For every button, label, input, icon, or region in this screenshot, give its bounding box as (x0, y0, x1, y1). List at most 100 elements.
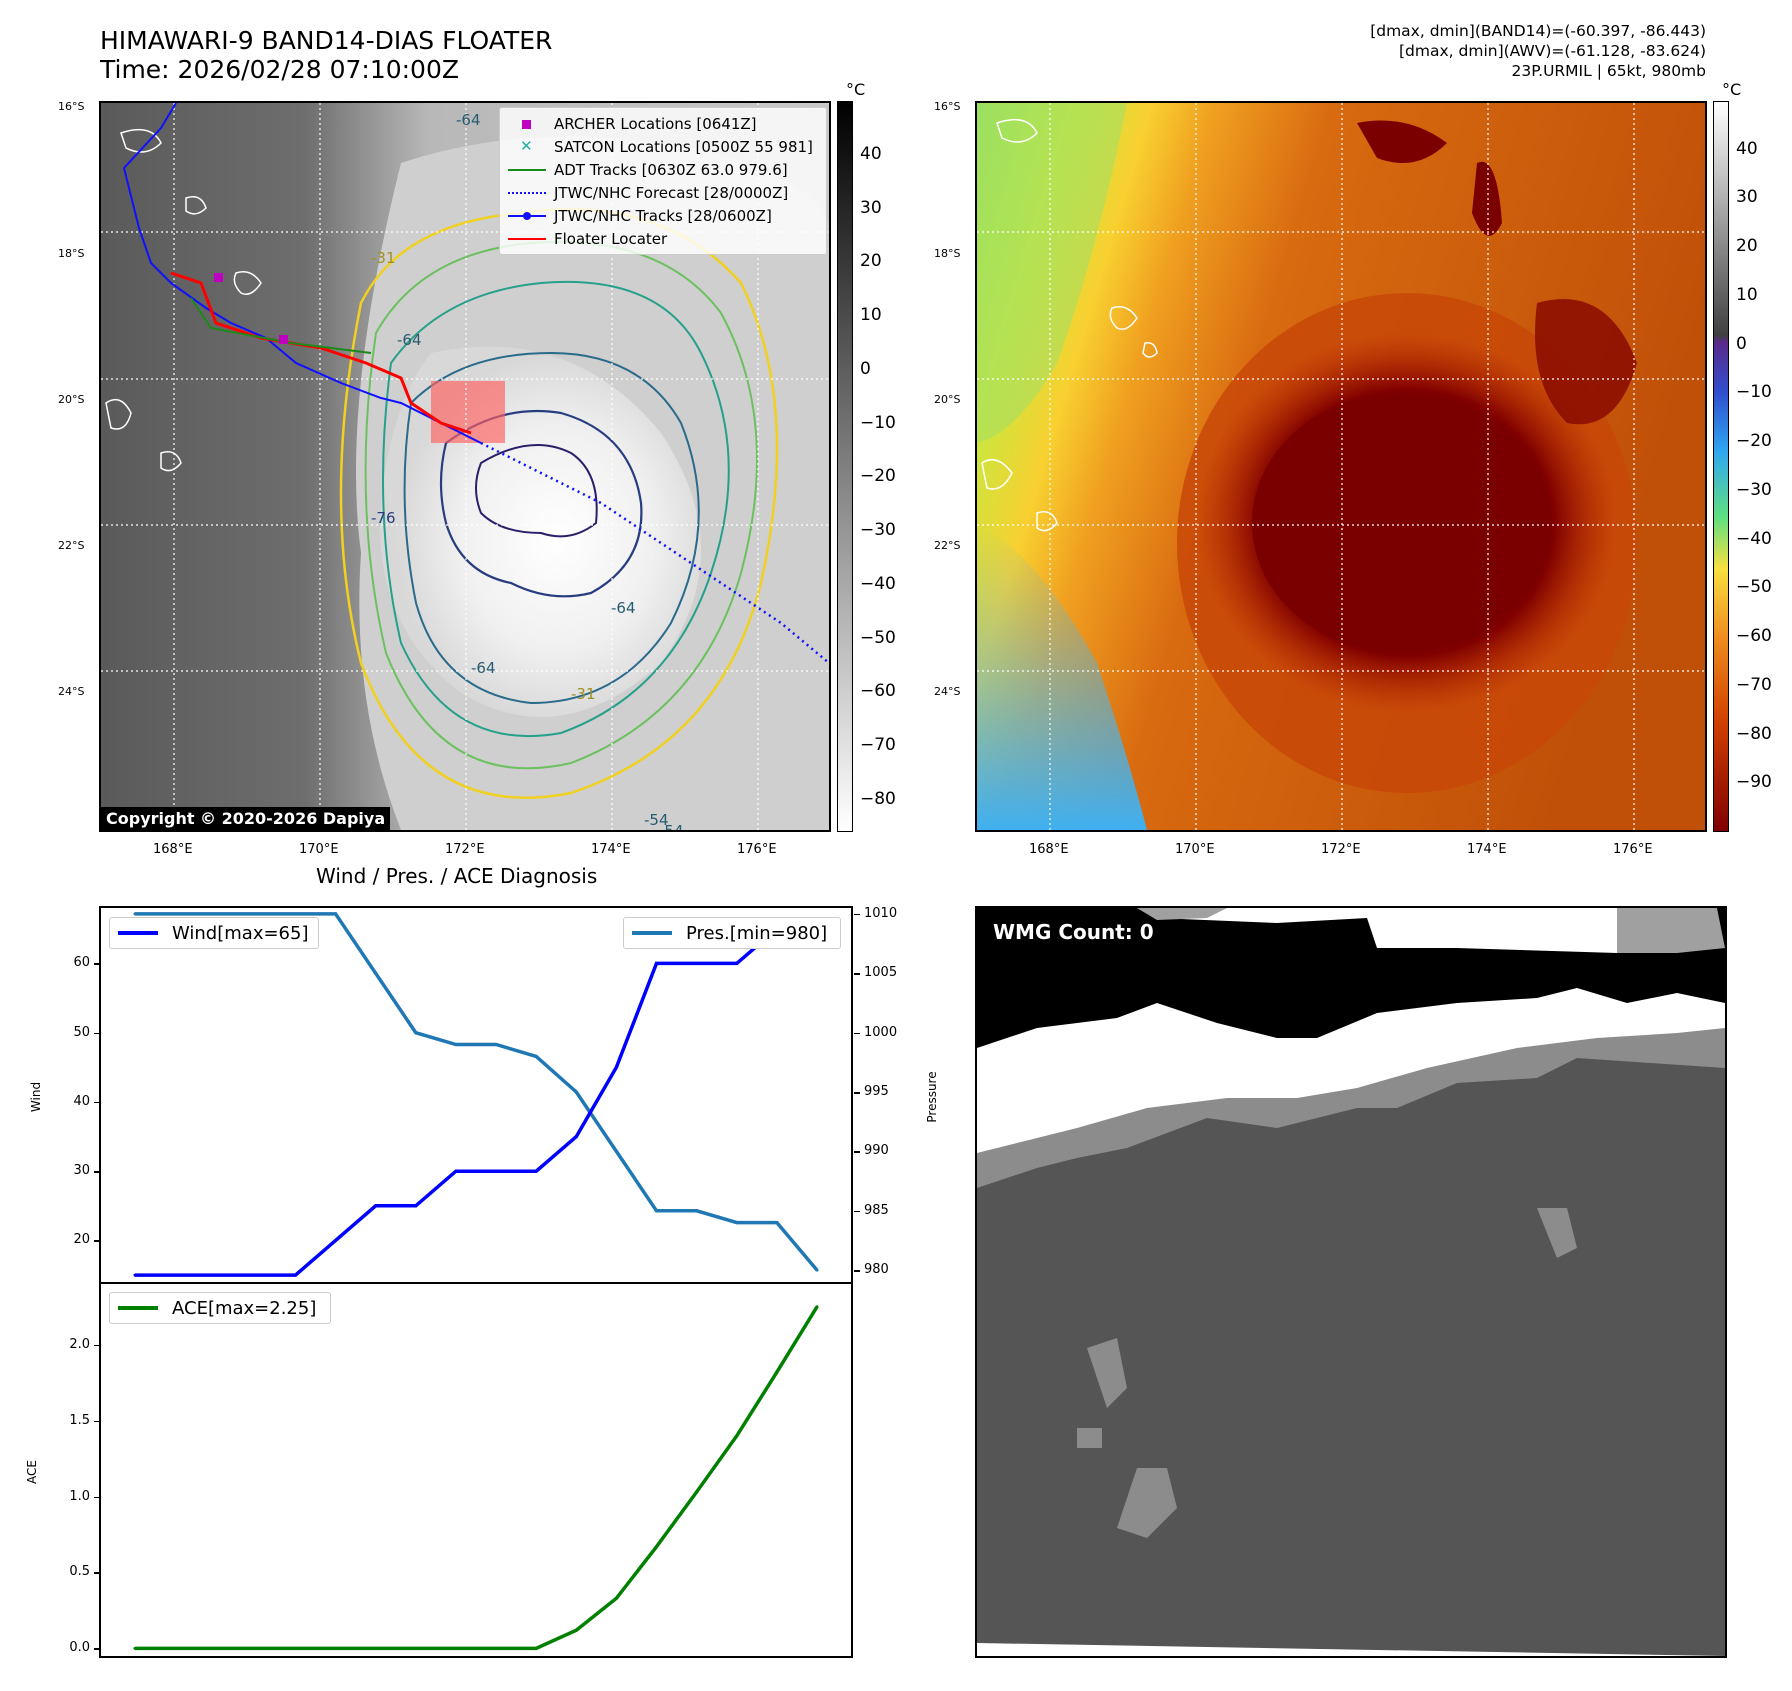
lon-tick: 172°E (445, 842, 485, 857)
legend-label: JTWC/NHC Tracks [28/0600Z] (554, 206, 772, 225)
contour-label: -64 (611, 599, 636, 617)
wind-legend-label: Wind[max=65] (172, 922, 309, 944)
wind-line-point (213, 1273, 217, 1277)
axis-tick: 2.0 (69, 1336, 90, 1352)
figure-title-line1: HIMAWARI-9 BAND14-DIAS FLOATER (100, 26, 553, 55)
pressure-legend: Pres.[min=980] (623, 917, 841, 949)
lat-tick: 18°S (934, 247, 961, 260)
pressure-line-point (253, 912, 257, 916)
jtwc-forecast (480, 441, 829, 664)
figure-title-line2: Time: 2026/02/28 07:10:00Z (100, 55, 459, 84)
colorbar-tick: −20 (1736, 431, 1772, 452)
axis-tick: 985 (864, 1202, 889, 1218)
enhanced-map-panel (975, 101, 1707, 832)
copyright-label: Copyright © 2020-2026 Dapiya (101, 807, 391, 830)
legend-entry-forecast: JTWC/NHC Forecast [28/0000Z] (508, 181, 818, 204)
line-dot-marker-icon (523, 211, 531, 220)
legend-entry-satcon: ✕ SATCON Locations [0500Z 55 981] (508, 135, 818, 158)
tick-mark (854, 1270, 860, 1272)
floater-track (170, 271, 472, 435)
ace-line-point (173, 1646, 177, 1650)
colorbar-tick: −70 (1736, 674, 1772, 695)
ace-line-point (494, 1646, 498, 1650)
axis-tick: 30 (73, 1163, 90, 1179)
ir-colorbar-unit: °C (846, 80, 866, 99)
wind-line-point (133, 1273, 137, 1277)
lon-tick: 176°E (737, 842, 777, 857)
colorbar-tick: 30 (860, 197, 882, 218)
ace-line-point (775, 1370, 779, 1374)
colorbar-tick: 40 (1736, 138, 1758, 159)
pressure-line-point (815, 1268, 819, 1272)
axis-tick: 995 (864, 1084, 889, 1100)
ace-line-point (614, 1596, 618, 1600)
pressure-line (135, 912, 819, 1272)
contour-label: -76 (371, 509, 396, 527)
pressure-line-point (414, 1031, 418, 1035)
pressure-line-point (374, 971, 378, 975)
tick-mark (94, 1240, 100, 1242)
contour-label: -31 (571, 685, 596, 703)
lat-tick: 20°S (58, 393, 85, 406)
legend-label: Floater Locater (554, 229, 668, 248)
ace-line-point (374, 1646, 378, 1650)
wind-line (135, 927, 817, 1277)
pressure-line-point (735, 1221, 739, 1225)
contour-label: -54 (659, 822, 684, 830)
colorbar-tick: −30 (860, 520, 896, 540)
contour-label: -64 (471, 659, 496, 677)
ace-line-point (574, 1628, 578, 1632)
axis-tick: 1005 (864, 965, 898, 981)
lat-tick: 16°S (58, 100, 85, 113)
colorbar-tick: −40 (1736, 528, 1772, 549)
tick-mark (94, 1420, 100, 1423)
floater-box (431, 381, 505, 443)
pressure-line-point (293, 912, 297, 916)
ace-legend: ACE[max=2.25] (109, 1292, 331, 1324)
square-marker-icon (522, 119, 531, 129)
pressure-line-point (454, 1043, 458, 1047)
pressure-line-point (173, 912, 177, 916)
contour-label: -64 (397, 331, 422, 349)
pressure-legend-label: Pres.[min=980] (686, 922, 828, 944)
wind-axis-label: Wind (29, 1081, 43, 1113)
line-marker-icon (508, 237, 546, 240)
axis-tick: 1010 (864, 905, 898, 921)
line-marker-icon (508, 168, 546, 171)
wind-pressure-plot (133, 912, 819, 1277)
wind-line-point (574, 1135, 578, 1139)
dotted-line-icon (508, 191, 546, 194)
wind-legend: Wind[max=65] (109, 917, 319, 949)
wind-line-icon (118, 931, 158, 935)
colorbar-tick: −30 (1736, 479, 1772, 500)
ir-colorbar (837, 101, 853, 832)
lon-tick: 174°E (1467, 842, 1507, 857)
lon-tick: 168°E (1029, 842, 1069, 857)
lat-tick: 18°S (58, 247, 85, 260)
pressure-line-point (614, 1149, 618, 1153)
colorbar-tick: −70 (860, 735, 896, 755)
pressure-line-point (133, 912, 137, 916)
axis-tick: 20 (73, 1232, 90, 1248)
axis-tick: 50 (73, 1024, 90, 1040)
ace-line-point (534, 1646, 538, 1650)
colorbar-tick: −60 (1736, 626, 1772, 647)
wind-line-point (293, 1273, 297, 1277)
pressure-line-point (494, 1043, 498, 1047)
adt-track (190, 297, 372, 354)
ace-line-point (695, 1490, 699, 1494)
wind-line-point (614, 1065, 618, 1069)
pressure-line-point (334, 912, 338, 916)
contour-label: -54 (644, 811, 669, 829)
axis-tick: 60 (73, 955, 90, 971)
axis-tick: 990 (864, 1143, 889, 1159)
tick-mark (94, 963, 100, 965)
legend-label: SATCON Locations [0500Z 55 981] (554, 137, 813, 156)
pressure-line-point (574, 1090, 578, 1094)
colorbar-tick: 0 (860, 358, 871, 379)
wind-line-point (334, 1238, 338, 1242)
colorbar-tick: −40 (860, 573, 896, 594)
colorbar-tick: −90 (1736, 772, 1772, 793)
ace-line-point (735, 1434, 739, 1438)
colorbar-tick: −80 (860, 788, 896, 809)
